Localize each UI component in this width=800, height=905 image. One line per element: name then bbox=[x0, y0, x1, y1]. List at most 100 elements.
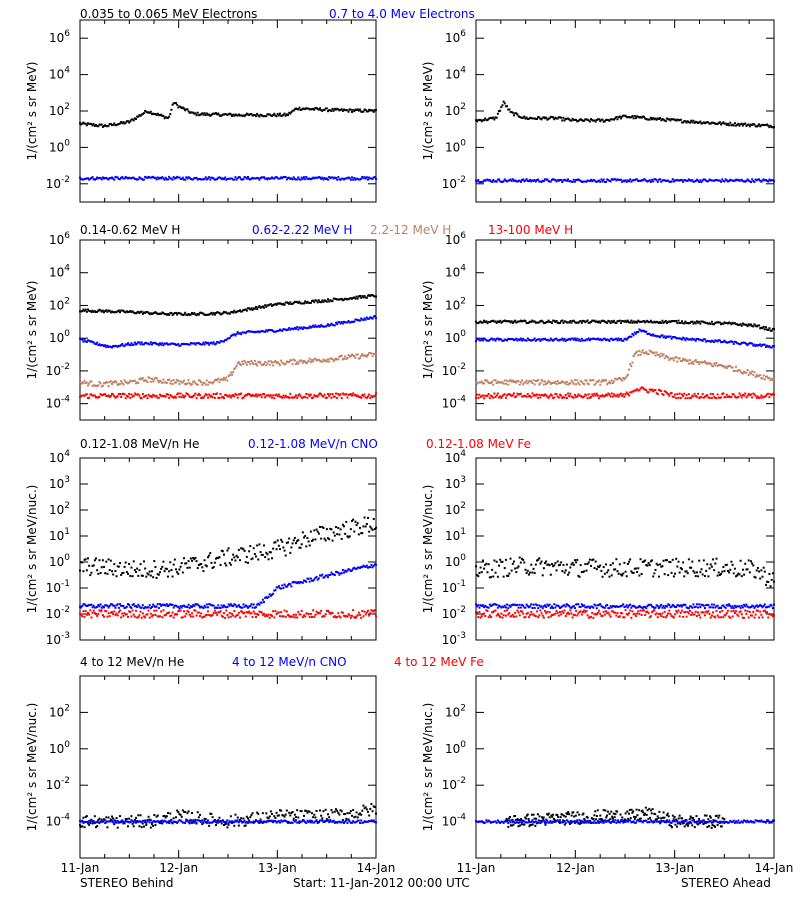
data-point bbox=[522, 383, 524, 385]
data-point bbox=[321, 361, 323, 363]
data-point bbox=[141, 617, 143, 619]
data-point bbox=[327, 358, 329, 360]
data-point bbox=[689, 610, 691, 612]
data-point bbox=[248, 361, 250, 363]
data-point bbox=[560, 395, 562, 397]
data-point bbox=[229, 374, 231, 376]
series-0-12-1-08-mev-fe bbox=[79, 609, 377, 619]
legend-entry: 0.7 to 4.0 Mev Electrons bbox=[329, 7, 475, 21]
data-point bbox=[81, 339, 83, 341]
data-point bbox=[248, 611, 250, 613]
data-point bbox=[512, 112, 514, 114]
data-point bbox=[337, 176, 339, 178]
data-point bbox=[608, 607, 610, 609]
data-point bbox=[568, 395, 570, 397]
data-point bbox=[342, 323, 344, 325]
data-point bbox=[360, 617, 362, 619]
data-point bbox=[749, 571, 751, 573]
data-point bbox=[512, 614, 514, 616]
data-point bbox=[324, 615, 326, 617]
data-point bbox=[226, 614, 228, 616]
data-point bbox=[524, 607, 526, 609]
data-point bbox=[745, 613, 747, 615]
data-point bbox=[569, 393, 571, 395]
data-point bbox=[357, 522, 359, 524]
data-point bbox=[730, 396, 732, 398]
data-point bbox=[295, 614, 297, 616]
y-axis-label: 1/(cm² s sr MeV) bbox=[25, 281, 39, 380]
data-point bbox=[676, 612, 678, 614]
data-point bbox=[588, 337, 590, 339]
data-point bbox=[95, 557, 97, 559]
data-point bbox=[168, 570, 170, 572]
legend-entry: 2.2-12 MeV H bbox=[370, 223, 451, 237]
data-point bbox=[645, 351, 647, 353]
data-point bbox=[108, 612, 110, 614]
data-point bbox=[194, 610, 196, 612]
data-point bbox=[262, 554, 264, 556]
data-point bbox=[181, 562, 183, 564]
data-point bbox=[301, 610, 303, 612]
data-point bbox=[751, 370, 753, 372]
data-point bbox=[726, 564, 728, 566]
data-point bbox=[301, 543, 303, 545]
data-point bbox=[635, 333, 637, 335]
data-point bbox=[599, 181, 601, 183]
data-point bbox=[684, 611, 686, 613]
data-point bbox=[511, 570, 513, 572]
data-point bbox=[633, 355, 635, 357]
data-point bbox=[222, 379, 224, 381]
data-point bbox=[758, 324, 760, 326]
data-point bbox=[116, 613, 118, 615]
data-point bbox=[766, 376, 768, 378]
data-point bbox=[477, 179, 479, 181]
data-point bbox=[112, 393, 114, 395]
data-point bbox=[628, 369, 630, 371]
data-point bbox=[245, 561, 247, 563]
data-point bbox=[270, 551, 272, 553]
data-point bbox=[669, 613, 671, 615]
data-point bbox=[178, 383, 180, 385]
data-point bbox=[88, 565, 90, 567]
data-point bbox=[515, 615, 517, 617]
data-point bbox=[320, 538, 322, 540]
data-point bbox=[747, 568, 749, 570]
data-point bbox=[351, 395, 353, 397]
data-point bbox=[125, 397, 127, 399]
data-point bbox=[168, 612, 170, 614]
data-point bbox=[537, 179, 539, 181]
data-point bbox=[592, 379, 594, 381]
data-point bbox=[170, 615, 172, 617]
data-point bbox=[137, 575, 139, 577]
data-point bbox=[305, 581, 307, 583]
data-point bbox=[680, 119, 682, 121]
y-tick-label: 10-4 bbox=[442, 395, 467, 411]
data-point bbox=[748, 559, 750, 561]
data-point bbox=[699, 323, 701, 325]
data-point bbox=[619, 320, 621, 322]
data-point bbox=[589, 559, 591, 561]
series-0-035-to-0-065-mev-electrons bbox=[475, 101, 775, 129]
data-point bbox=[343, 572, 345, 574]
data-point bbox=[225, 565, 227, 567]
data-point bbox=[142, 575, 144, 577]
data-point bbox=[273, 397, 275, 399]
data-point bbox=[667, 357, 669, 359]
data-point bbox=[748, 374, 750, 376]
data-point bbox=[547, 616, 549, 618]
data-point bbox=[666, 615, 668, 617]
data-point bbox=[117, 603, 119, 605]
data-point bbox=[373, 111, 375, 113]
data-point bbox=[374, 609, 376, 611]
data-point bbox=[327, 179, 329, 181]
data-point bbox=[364, 393, 366, 395]
data-point bbox=[84, 616, 86, 618]
plot-frame bbox=[476, 20, 774, 202]
series-0-12-1-08-mev-n-cno bbox=[79, 563, 377, 609]
data-point bbox=[483, 382, 485, 384]
data-point bbox=[521, 340, 523, 342]
series-0-14-0-62-mev-h bbox=[79, 294, 377, 316]
data-point bbox=[576, 395, 578, 397]
data-point bbox=[133, 119, 135, 121]
